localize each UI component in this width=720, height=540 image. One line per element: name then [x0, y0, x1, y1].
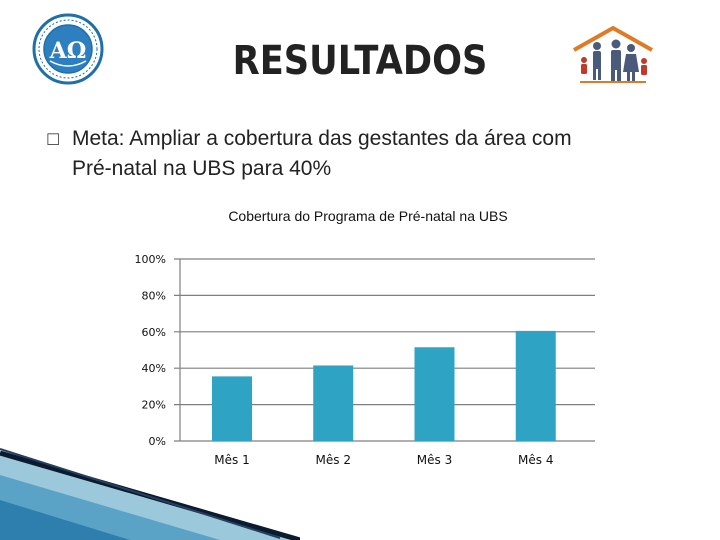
y-tick-label: 40% — [142, 362, 166, 375]
y-tick-label: 100% — [135, 253, 166, 266]
corner-decoration — [0, 448, 300, 540]
bar — [212, 376, 252, 441]
y-tick-label: 20% — [142, 399, 166, 412]
checkbox-bullet-icon: ☐ — [46, 132, 61, 149]
x-tick-label: Mês 1 — [214, 453, 249, 467]
y-tick-label: 60% — [142, 326, 166, 339]
bar — [313, 365, 354, 441]
x-tick-label: Mês 2 — [316, 453, 351, 467]
x-tick-label: Mês 3 — [417, 453, 452, 467]
page-title: RESULTADOS — [232, 38, 488, 84]
bar — [515, 330, 556, 441]
bar — [414, 347, 455, 441]
goal-line-1: Meta: Ampliar a cobertura das gestantes … — [72, 127, 572, 150]
svg-text:AΩ: AΩ — [49, 38, 87, 64]
y-tick-label: 0% — [149, 435, 166, 448]
goal-line-2: Pré-natal na UBS para 40% — [72, 157, 332, 180]
x-tick-label: Mês 4 — [518, 453, 553, 467]
y-tick-label: 80% — [142, 289, 166, 302]
university-seal-icon: AΩ — [32, 13, 104, 85]
coverage-bar-chart: Cobertura do Programa de Pré-natal na UB… — [135, 208, 595, 467]
chart-title: Cobertura do Programa de Pré-natal na UB… — [228, 208, 507, 224]
family-house-icon — [573, 25, 653, 83]
goal-text: Meta: Ampliar a cobertura das gestantes … — [72, 124, 682, 184]
